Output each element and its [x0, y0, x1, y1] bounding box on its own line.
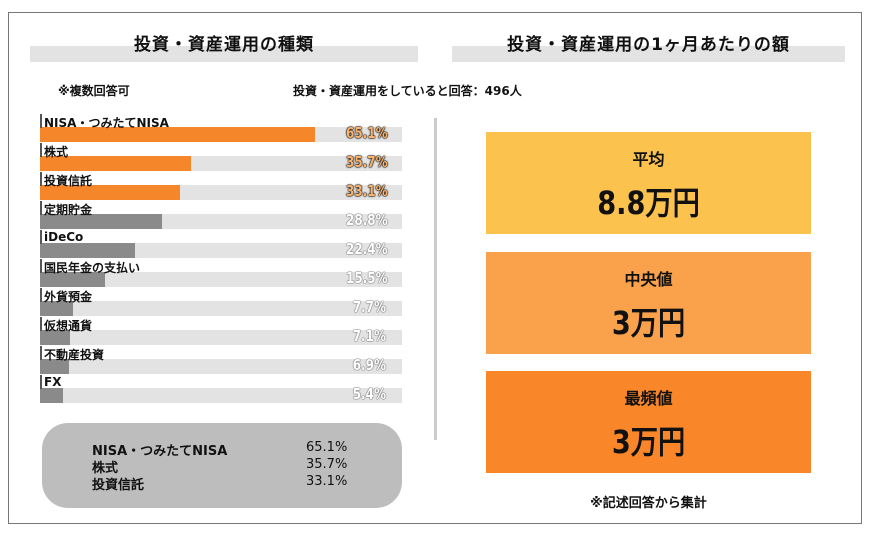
bar-track [40, 272, 402, 287]
bar-axis-tick [40, 230, 42, 244]
bar-value-label: 22.4% [346, 240, 388, 258]
average-card: 平均 8.8万円 [486, 132, 811, 234]
footnote: ※記述回答から集計 [590, 496, 707, 511]
column-divider [434, 118, 437, 440]
bar-axis-tick [40, 288, 42, 302]
bar [40, 156, 191, 171]
bar [40, 330, 70, 345]
median-label: 中央値 [624, 270, 673, 289]
bar [40, 359, 70, 374]
bar-axis-tick [40, 375, 42, 389]
mode-label: 最頻値 [624, 389, 673, 408]
bar-axis-tick [40, 172, 42, 186]
bar-value-label: 33.1% [346, 182, 388, 200]
average-label: 平均 [632, 150, 665, 169]
left-title-bar [30, 46, 418, 62]
bar-category-label: 投資信託 [44, 174, 93, 188]
bar-axis-tick [40, 259, 42, 273]
bar-category-label: 外貨預金 [44, 290, 93, 304]
bar-value-label: 7.7% [352, 298, 386, 316]
median-card: 中央値 3万円 [486, 252, 811, 354]
bar-value-label: 15.5% [346, 269, 388, 287]
summary-value: 65.1% [306, 440, 348, 455]
summary-label: 株式 [92, 461, 119, 476]
bar-track [40, 359, 402, 374]
bar-value-label: 65.1% [346, 124, 388, 142]
bar [40, 272, 106, 287]
bar-category-label: iDeCo [44, 230, 84, 244]
bar-category-label: FX [44, 375, 62, 389]
summary-row: 投資信託 33.1% [92, 474, 352, 493]
multiple-answers-note: ※複数回答可 [58, 84, 130, 98]
bar-category-label: NISA・つみたてNISA [44, 116, 169, 130]
median-value: 3万円 [611, 304, 686, 342]
bar-axis-tick [40, 143, 42, 157]
bar-category-label: 国民年金の支払い [44, 261, 141, 275]
bar-axis-tick [40, 317, 42, 331]
right-title-bar [452, 46, 845, 62]
top3-summary [42, 423, 402, 508]
infographic-frame [8, 12, 862, 524]
summary-row: NISA・つみたてNISA 65.1% [92, 440, 352, 459]
right-title: 投資・資産運用の1ヶ月あたりの額 [507, 35, 790, 55]
bar [40, 127, 315, 142]
bar [40, 301, 73, 316]
summary-label: 投資信託 [92, 478, 145, 493]
bar-value-label: 7.1% [352, 327, 386, 345]
bar [40, 214, 162, 229]
bar-track [40, 388, 402, 403]
bar-value-label: 6.9% [352, 356, 386, 374]
bar [40, 388, 63, 403]
left-title: 投資・資産運用の種類 [134, 35, 314, 55]
bar-value-label: 35.7% [346, 153, 388, 171]
bar-axis-tick [40, 201, 42, 215]
bar [40, 185, 180, 200]
average-value: 8.8万円 [597, 184, 700, 222]
mode-value: 3万円 [611, 423, 686, 461]
bar-category-label: 株式 [44, 145, 69, 159]
bar-value-label: 5.4% [352, 385, 386, 403]
bar-category-label: 仮想通貨 [44, 319, 93, 333]
summary-label: NISA・つみたてNISA [92, 444, 228, 459]
bar-track [40, 301, 402, 316]
bar [40, 243, 135, 258]
bar-axis-tick [40, 346, 42, 360]
bar-category-label: 定期貯金 [44, 203, 93, 217]
bar-axis-tick [40, 114, 42, 128]
summary-value: 33.1% [306, 474, 348, 489]
bar-track [40, 330, 402, 345]
mode-card: 最頻値 3万円 [486, 371, 811, 473]
bar-category-label: 不動産投資 [44, 348, 105, 362]
bar-value-label: 28.8% [346, 211, 388, 229]
summary-row: 株式 35.7% [92, 457, 352, 476]
summary-value: 35.7% [306, 457, 348, 472]
respondents-note: 投資・資産運用をしていると回答：496人 [293, 84, 522, 98]
